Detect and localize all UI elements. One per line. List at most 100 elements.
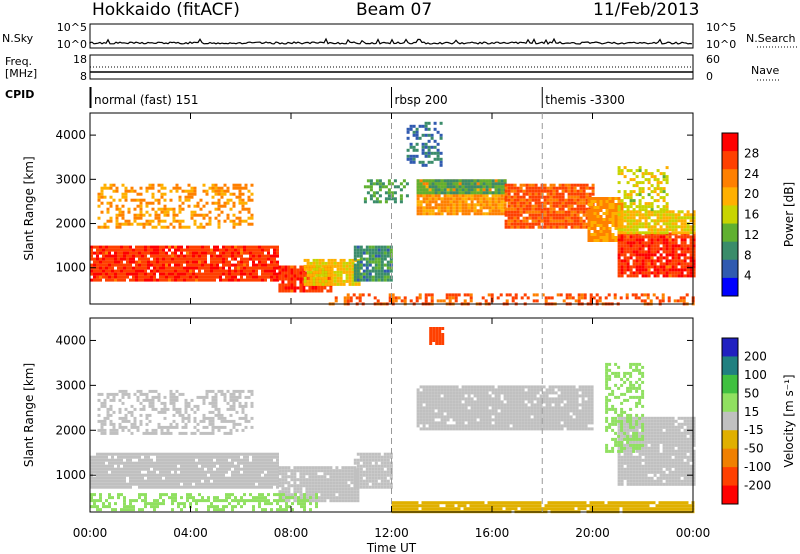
data-cell: [189, 458, 192, 462]
data-cell: [419, 212, 423, 216]
data-cell: [177, 473, 180, 477]
data-cell: [90, 458, 93, 462]
data-cell: [148, 389, 152, 393]
data-cell: [229, 431, 233, 435]
data-cell: [504, 189, 508, 193]
data-cell: [620, 244, 624, 248]
data-cell: [241, 186, 245, 190]
data-cell: [347, 472, 351, 476]
data-cell: [602, 197, 606, 200]
data-cell: [148, 419, 152, 423]
data-cell: [434, 191, 438, 195]
data-cell: [264, 464, 267, 468]
data-cell: [204, 275, 207, 279]
data-cell: [97, 428, 101, 432]
data-cell: [440, 197, 444, 201]
data-cell: [207, 251, 210, 255]
data-cell: [237, 473, 240, 477]
data-cell: [172, 395, 176, 399]
data-cell: [192, 458, 195, 462]
data-cell: [132, 260, 135, 264]
data-cell: [647, 244, 651, 248]
data-cell: [228, 248, 231, 252]
data-cell: [229, 207, 233, 211]
data-cell: [147, 251, 150, 255]
data-cell: [552, 210, 556, 214]
data-cell: [356, 496, 360, 500]
data-cell: [290, 277, 294, 281]
data-cell: [114, 467, 117, 471]
data-cell: [528, 186, 532, 190]
data-cell: [318, 264, 322, 268]
data-cell: [145, 186, 149, 190]
data-cell: [111, 464, 114, 468]
data-cell: [388, 296, 392, 300]
data-cell: [686, 247, 690, 251]
data-cell: [671, 238, 675, 242]
data-cell: [329, 487, 333, 491]
data-cell: [546, 195, 550, 199]
data-cell: [656, 205, 660, 209]
data-cell: [216, 266, 219, 270]
data-cell: [611, 197, 615, 200]
data-cell: [220, 189, 224, 193]
data-cell: [479, 179, 483, 183]
data-cell: [249, 470, 252, 474]
data-cell: [443, 206, 447, 210]
data-cell: [626, 274, 630, 278]
data-cell: [284, 265, 288, 269]
data-cell: [172, 186, 176, 190]
data-cell: [144, 458, 147, 462]
data-cell: [129, 485, 132, 489]
data-cell: [117, 278, 120, 282]
data-cell: [388, 299, 392, 303]
data-cell: [163, 192, 167, 196]
data-cell: [620, 265, 624, 269]
data-cell: [428, 203, 432, 207]
data-cell: [608, 230, 612, 233]
data-cell: [293, 277, 297, 281]
data-cell: [659, 196, 663, 200]
data-cell: [117, 467, 120, 471]
data-cell: [353, 251, 357, 255]
data-cell: [359, 254, 363, 258]
data-cell: [674, 235, 678, 239]
data-cell: [129, 473, 132, 477]
data-cell: [314, 487, 318, 491]
data-cell: [168, 260, 171, 264]
data-cell: [320, 481, 324, 485]
data-cell: [494, 185, 498, 189]
data-cell: [231, 278, 234, 282]
data-cell: [365, 269, 369, 273]
cpid-program-label: normal (fast) 151: [94, 93, 198, 107]
data-cell: [623, 190, 627, 194]
data-cell: [430, 151, 434, 155]
data-cell: [108, 485, 111, 489]
data-cell: [97, 216, 101, 220]
data-cell: [653, 178, 657, 182]
data-cell: [105, 470, 108, 474]
data-cell: [653, 250, 657, 254]
data-cell: [139, 204, 143, 208]
data-cell: [174, 248, 177, 252]
data-cell: [223, 192, 227, 196]
data-cell: [416, 200, 420, 204]
data-cell: [587, 203, 591, 206]
data-cell: [108, 479, 111, 483]
data-cell: [201, 257, 204, 261]
data-cell: [341, 493, 345, 497]
data-cell: [156, 266, 159, 270]
data-cell: [226, 198, 230, 202]
data-cell: [127, 222, 131, 226]
data-cell: [558, 210, 562, 214]
data-cell: [136, 428, 140, 432]
data-cell: [196, 404, 200, 408]
data-cell: [599, 200, 603, 203]
data-cell: [205, 201, 209, 205]
data-cell: [537, 186, 541, 190]
data-cell: [629, 231, 633, 235]
data-cell: [464, 185, 468, 189]
data-cell: [674, 271, 678, 275]
data-cell: [338, 496, 342, 500]
data-cell: [662, 247, 666, 251]
